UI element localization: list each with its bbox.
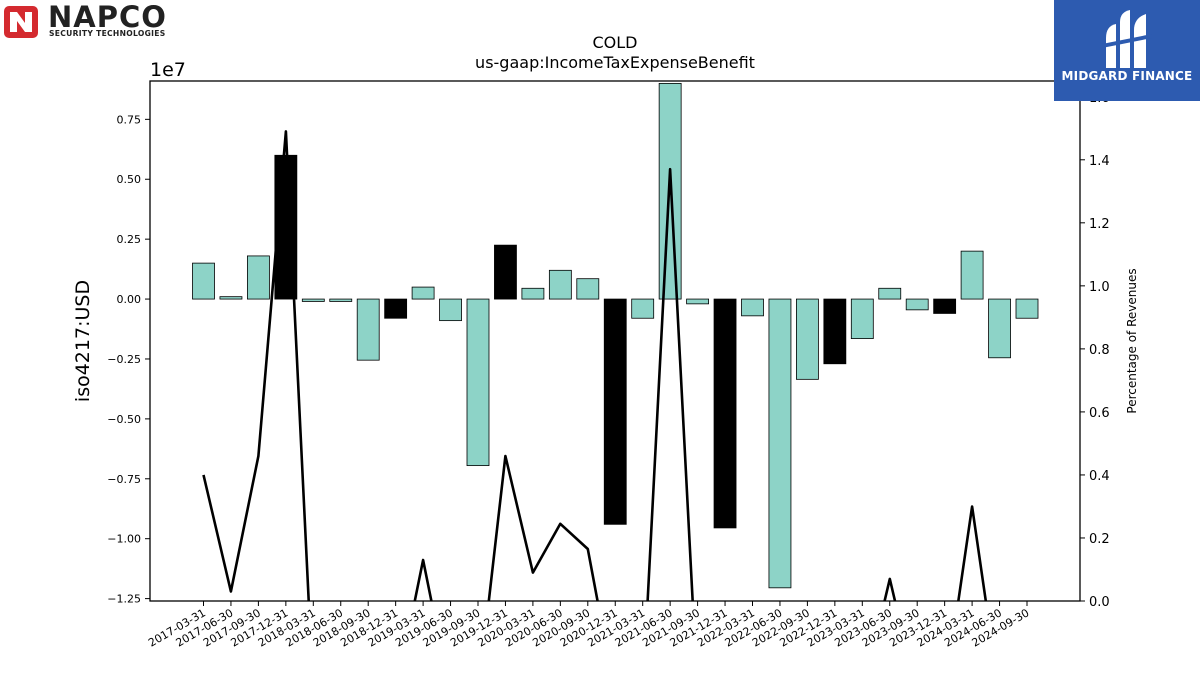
bar xyxy=(905,298,929,311)
bar xyxy=(768,298,792,589)
series-line xyxy=(202,130,311,601)
bar-group xyxy=(192,82,1039,589)
y2-tick-label: 0.0 xyxy=(1089,595,1110,610)
line-group xyxy=(202,130,988,601)
bar xyxy=(576,278,600,300)
bar xyxy=(466,298,490,467)
y2-tick-label: 1.4 xyxy=(1089,154,1110,169)
y-tick-label: −1.25 xyxy=(107,593,141,606)
y-tick-label: 0.00 xyxy=(117,293,142,306)
bar xyxy=(686,298,709,305)
midgard-mark-icon xyxy=(1102,10,1152,68)
y2-tick-label: 0.6 xyxy=(1089,406,1110,421)
bar xyxy=(246,255,270,300)
bar xyxy=(741,298,764,317)
y2-axis-label: Percentage of Revenues xyxy=(1125,268,1139,413)
y-tick-label: −1.00 xyxy=(107,533,141,546)
series-line xyxy=(413,167,694,601)
y2-tick-label: 0.4 xyxy=(1089,469,1110,484)
y-tick-label: −0.75 xyxy=(107,473,141,486)
napco-brand-text: NAPCO xyxy=(48,0,167,34)
series-line xyxy=(883,505,988,601)
bar xyxy=(329,298,353,302)
bar xyxy=(796,298,819,380)
bar xyxy=(356,298,380,361)
bar xyxy=(960,250,984,300)
bar xyxy=(192,262,215,300)
napco-mark-icon xyxy=(4,6,38,38)
y-tick-label: −0.25 xyxy=(107,353,141,366)
bar xyxy=(713,298,737,529)
bar xyxy=(823,298,847,365)
bar xyxy=(1015,298,1039,319)
chart-subtitle: us-gaap:IncomeTaxExpenseBenefit xyxy=(475,53,755,72)
y2-tick-label: 1.2 xyxy=(1089,217,1110,232)
y-tick-label: 0.75 xyxy=(117,113,142,126)
y-axis-label: iso4217:USD xyxy=(72,280,94,402)
bar xyxy=(494,244,517,300)
bar xyxy=(850,298,874,340)
bar xyxy=(219,296,243,300)
y2-tick-label: 0.2 xyxy=(1089,532,1110,547)
bar xyxy=(988,298,1011,359)
bar xyxy=(603,298,627,525)
bar xyxy=(878,287,902,300)
bar xyxy=(439,298,462,322)
y2-tick-label: 0.8 xyxy=(1089,343,1110,358)
bar xyxy=(411,286,435,300)
bar xyxy=(384,298,408,319)
y-offset-label: 1e7 xyxy=(150,59,186,81)
y-tick-label: −0.50 xyxy=(107,413,141,426)
y-tick-label: 0.50 xyxy=(117,173,142,186)
bar xyxy=(631,298,655,319)
plot-frame xyxy=(149,80,1081,602)
napco-logo: NAPCO SECURITY TECHNOLOGIES xyxy=(4,0,209,40)
bar xyxy=(548,269,572,300)
bar xyxy=(933,298,957,314)
midgard-brand-text: MIDGARD FINANCE xyxy=(1061,69,1193,83)
bar xyxy=(301,298,325,302)
napco-tagline: SECURITY TECHNOLOGIES xyxy=(49,29,166,38)
chart-title: COLD xyxy=(593,33,638,52)
midgard-finance-logo: MIDGARD FINANCE xyxy=(1054,0,1200,101)
y2-tick-label: 1.0 xyxy=(1089,280,1110,295)
bar xyxy=(521,287,545,300)
y-tick-label: 0.25 xyxy=(117,233,142,246)
